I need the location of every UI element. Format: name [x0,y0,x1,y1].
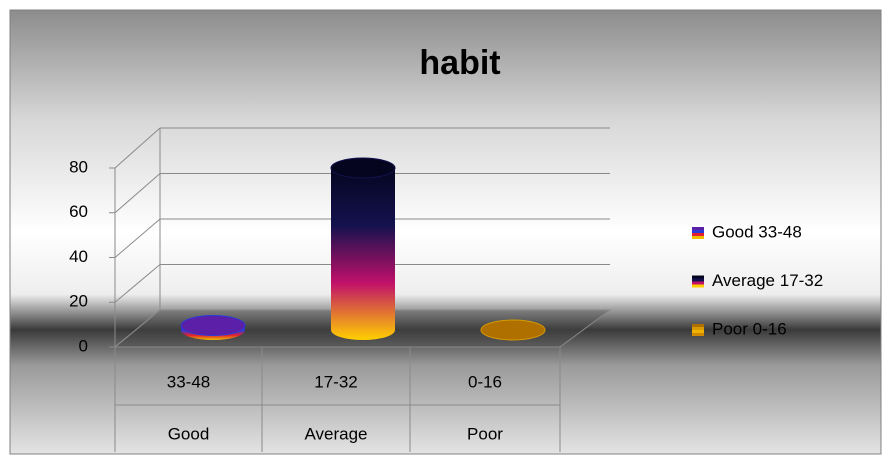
legend-label: Average 17-32 [712,271,823,290]
legend-swatch [692,333,704,336]
legend-swatch [692,281,704,285]
x-group-label: Poor [467,424,503,443]
grid-line [114,309,161,348]
x-group-label: Good [168,424,210,443]
cylinder-bar [330,157,396,340]
x-tick-label: 33-48 [167,372,210,391]
grid-line [114,218,161,258]
legend-swatch [692,233,704,236]
legend-swatch [692,330,704,333]
legend-label: Poor 0-16 [712,319,787,338]
y-tick-label: 60 [69,202,88,221]
legend-swatch [692,227,704,230]
y-tick-label: 80 [69,157,88,176]
cylinder-top [180,315,246,336]
grid-line [114,127,161,169]
cylinder-body [331,168,395,340]
grid-line [114,173,161,214]
x-tick-label: 17-32 [314,372,357,391]
chart-title: habit [419,44,500,82]
legend-swatch [692,230,704,233]
y-tick-label: 40 [69,247,88,266]
cylinder-bar [180,315,246,340]
cylinder-top [330,157,396,179]
x-group-label: Average [304,424,367,443]
cylinder-bar [480,319,546,341]
legend-swatch [692,278,704,282]
legend-swatch [692,324,704,327]
cylinder-top [480,319,546,341]
legend-swatch [692,284,704,288]
y-tick-label: 0 [79,336,88,355]
legend-swatch [692,275,704,279]
legend-swatch [692,327,704,330]
legend-label: Good 33-48 [712,222,802,241]
legend-swatch [692,236,704,239]
y-tick-label: 20 [69,292,88,311]
x-tick-label: 0-16 [468,372,502,391]
chart-background [9,9,882,455]
category-table [114,347,561,452]
grid-line [114,264,161,303]
